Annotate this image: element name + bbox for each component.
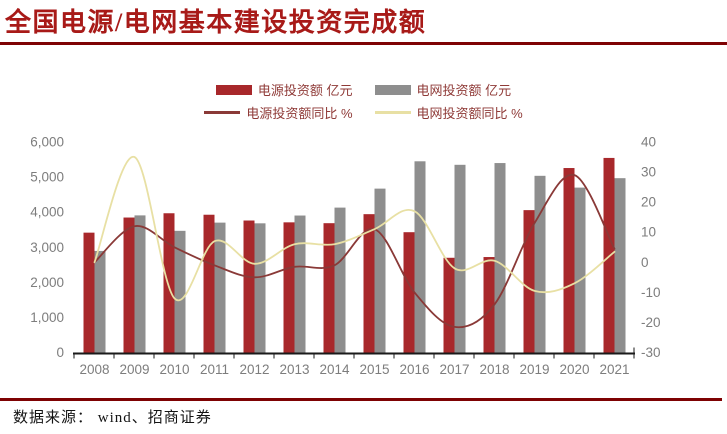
power-bar-2021 bbox=[603, 157, 615, 353]
right-axis-label: -20 bbox=[641, 315, 661, 330]
x-axis-label: 2018 bbox=[479, 362, 509, 377]
legend-item-power-bar: 电源投资额 亿元 bbox=[215, 80, 353, 99]
power-bar-2010 bbox=[163, 213, 175, 353]
legend-item-power-yoy-line: 电源投资额同比 % bbox=[204, 103, 353, 122]
x-axis-label: 2012 bbox=[239, 362, 269, 377]
left-axis-label: 1,000 bbox=[30, 310, 64, 325]
data-source-note: 数据来源： wind、招商证券 bbox=[13, 410, 212, 426]
grid-bar-2010 bbox=[174, 230, 186, 353]
legend-label-grid-yoy: 电网投资额同比 % bbox=[416, 106, 523, 121]
title-rule bbox=[0, 42, 727, 45]
grid-bar-2012 bbox=[254, 223, 266, 353]
grid-bar-2021 bbox=[614, 178, 626, 353]
legend-label-power-bar: 电源投资额 亿元 bbox=[257, 83, 353, 98]
legend-label-power-yoy: 电源投资额同比 % bbox=[246, 106, 353, 121]
power-bar-2012 bbox=[243, 220, 255, 353]
left-axis-label: 3,000 bbox=[30, 240, 64, 255]
power-bar-2011 bbox=[203, 214, 215, 353]
power-bar-2014 bbox=[323, 223, 335, 353]
footer-rule bbox=[0, 398, 722, 401]
power-bar-2020 bbox=[563, 168, 575, 353]
grid-yoy-line-swatch bbox=[374, 111, 411, 114]
left-axis-label: 5,000 bbox=[30, 170, 64, 185]
right-axis-label: 40 bbox=[641, 135, 656, 150]
left-axis-label: 6,000 bbox=[30, 135, 64, 150]
legend-label-grid-bar: 电网投资额 亿元 bbox=[416, 83, 512, 98]
power-yoy-line-swatch bbox=[204, 111, 241, 114]
grid-bar-2014 bbox=[334, 207, 346, 353]
x-axis-label: 2010 bbox=[159, 362, 189, 377]
x-axis-label: 2017 bbox=[439, 362, 469, 377]
right-axis-label: 0 bbox=[641, 255, 649, 270]
x-axis-label: 2015 bbox=[359, 362, 389, 377]
power-bar-swatch bbox=[215, 84, 252, 95]
left-axis-label: 0 bbox=[56, 345, 64, 360]
x-axis-label: 2011 bbox=[200, 362, 229, 377]
left-axis-label: 4,000 bbox=[30, 205, 64, 220]
x-axis-label: 2021 bbox=[599, 362, 629, 377]
x-axis-label: 2013 bbox=[279, 362, 309, 377]
grid-yoy-line bbox=[93, 156, 616, 302]
grid-bar-2016 bbox=[414, 161, 426, 353]
legend-item-grid-bar: 电网投资额 亿元 bbox=[374, 80, 512, 99]
power-yoy-line bbox=[93, 174, 616, 329]
legend-row-lines: 电源投资额同比 % 电网投资额同比 % bbox=[204, 103, 523, 122]
right-axis-label: 20 bbox=[641, 195, 656, 210]
right-axis-label: 10 bbox=[641, 225, 656, 240]
power-bar-2009 bbox=[123, 217, 135, 353]
x-axis-label: 2014 bbox=[319, 362, 350, 377]
grid-bar-2011 bbox=[214, 222, 226, 353]
power-bar-2008 bbox=[83, 232, 95, 353]
power-bar-2017 bbox=[443, 257, 455, 353]
right-axis-label: -30 bbox=[641, 345, 661, 360]
grid-bar-swatch bbox=[374, 84, 411, 95]
grid-bar-2008 bbox=[94, 250, 106, 353]
legend-item-grid-yoy-line: 电网投资额同比 % bbox=[374, 103, 523, 122]
grid-bar-2018 bbox=[494, 163, 506, 353]
power-bar-2019 bbox=[523, 210, 535, 353]
x-axis-label: 2009 bbox=[119, 362, 149, 377]
x-axis-label: 2019 bbox=[519, 362, 549, 377]
power-bar-2013 bbox=[283, 222, 295, 353]
x-axis-label: 2016 bbox=[399, 362, 429, 377]
x-axis-label: 2020 bbox=[559, 362, 589, 377]
left-axis-label: 2,000 bbox=[30, 275, 64, 290]
power-bar-2018 bbox=[483, 257, 495, 353]
grid-bar-2019 bbox=[534, 175, 546, 353]
grid-bar-2020 bbox=[574, 187, 586, 353]
right-axis-label: -10 bbox=[641, 285, 661, 300]
grid-bar-2017 bbox=[454, 164, 466, 353]
x-axis-label: 2008 bbox=[79, 362, 109, 377]
right-axis-label: 30 bbox=[641, 165, 656, 180]
power-bar-2016 bbox=[403, 232, 415, 353]
chart-title: 全国电源/电网基本建设投资完成额 bbox=[5, 8, 427, 37]
grid-bar-2009 bbox=[134, 215, 146, 353]
legend-row-bars: 电源投资额 亿元 电网投资额 亿元 bbox=[215, 80, 512, 99]
grid-bar-2013 bbox=[294, 215, 306, 353]
power-bar-2015 bbox=[363, 214, 375, 353]
chart-legend: 电源投资额 亿元 电网投资额 亿元 电源投资额同比 % 电网投资额同比 % bbox=[0, 80, 727, 122]
grid-bar-2015 bbox=[374, 188, 386, 353]
